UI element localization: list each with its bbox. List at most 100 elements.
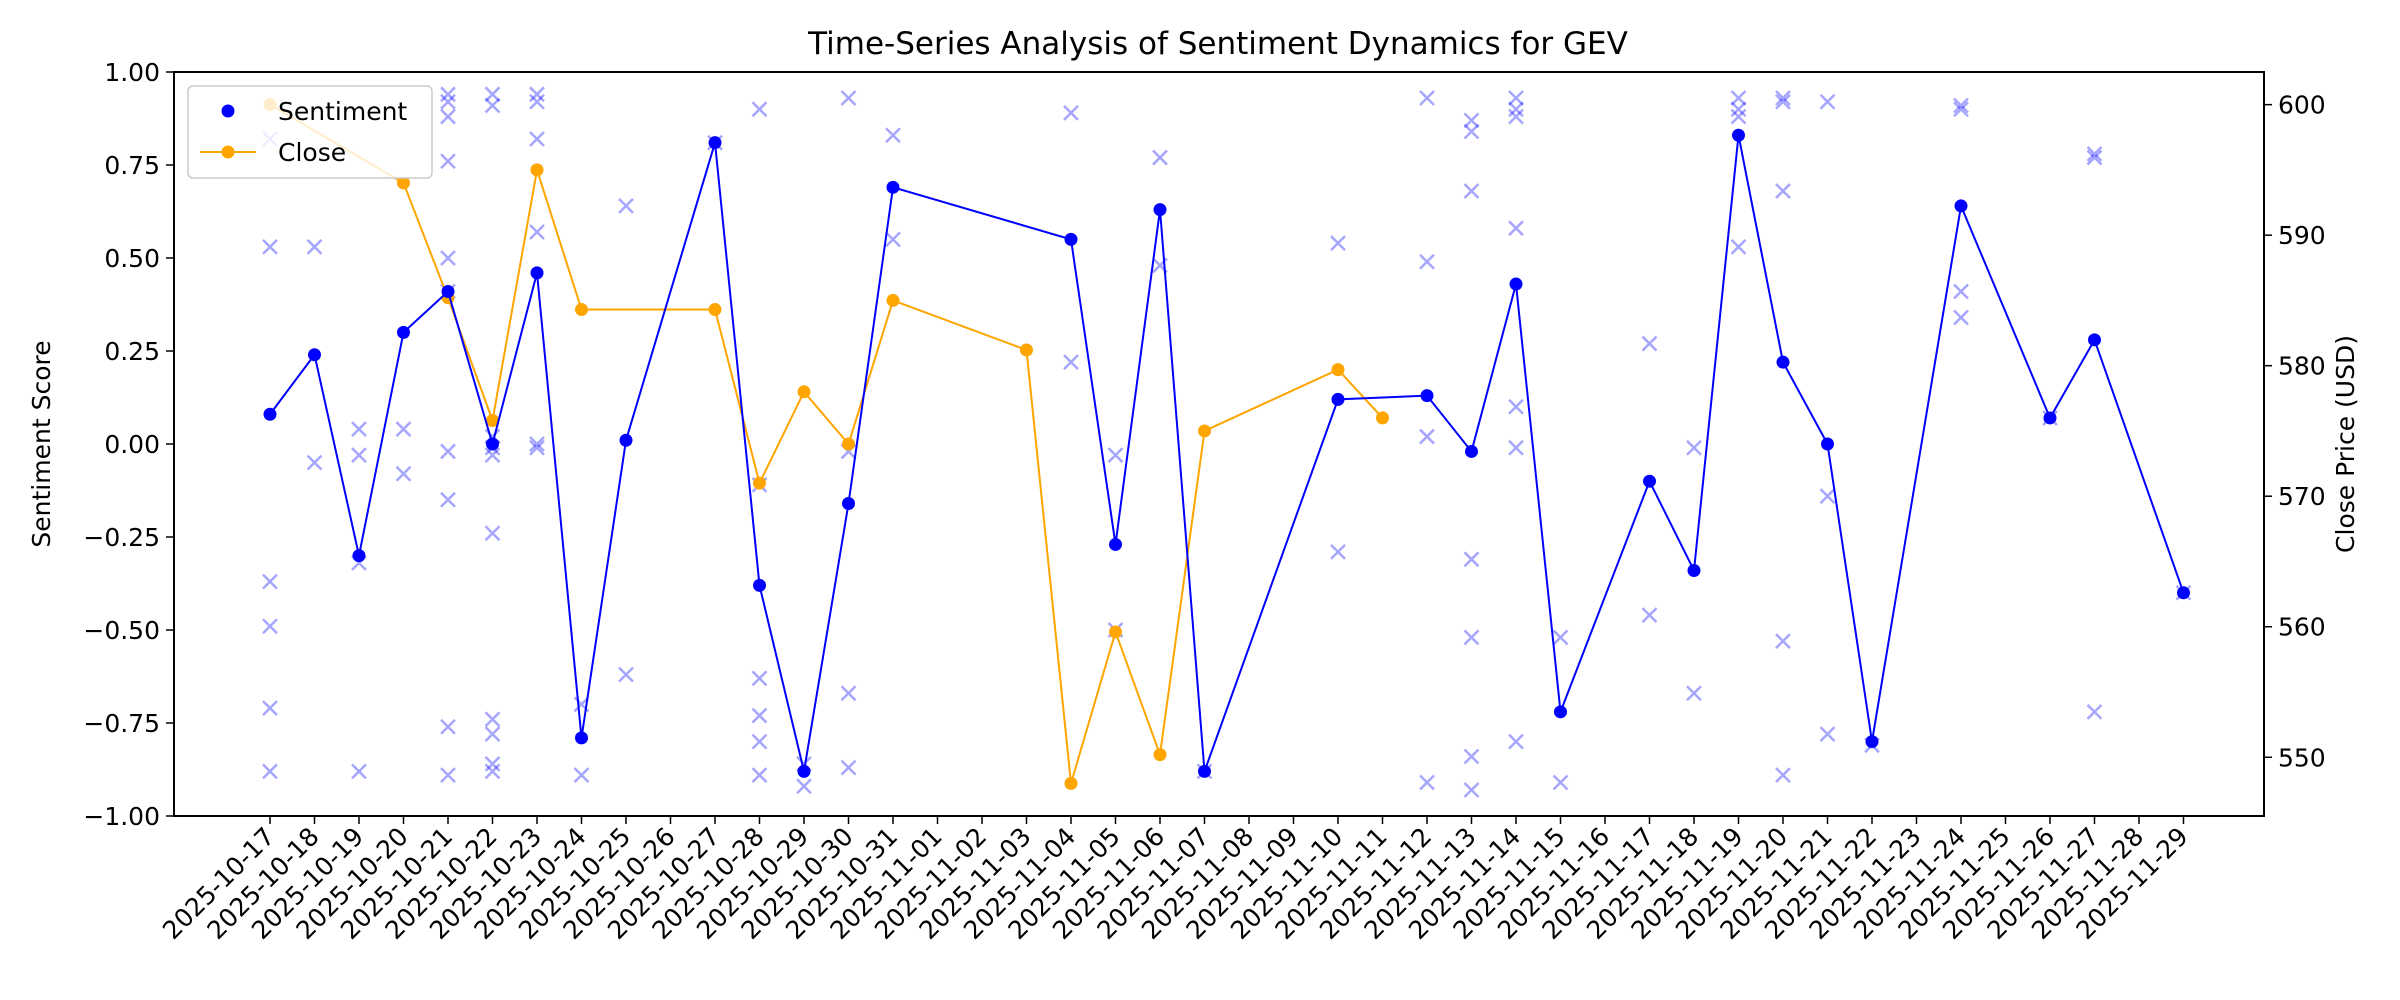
raw-sentiment-point bbox=[440, 108, 456, 125]
raw-sentiment-point bbox=[1508, 733, 1524, 750]
raw-sentiment-point bbox=[1686, 685, 1702, 702]
raw-sentiment-point bbox=[840, 90, 857, 106]
raw-sentiment-point bbox=[395, 465, 412, 482]
sentiment-point bbox=[575, 731, 588, 745]
raw-sentiment-point bbox=[484, 756, 501, 772]
raw-sentiment-point bbox=[440, 250, 456, 266]
sentiment-point bbox=[1643, 474, 1656, 488]
sentiment-point bbox=[441, 284, 455, 298]
raw-sentiment-point bbox=[885, 231, 901, 248]
close-line bbox=[269, 103, 1384, 784]
raw-sentiment-point bbox=[1463, 112, 1480, 129]
raw-sentiment-point bbox=[840, 685, 857, 702]
raw-sentiment-point bbox=[1641, 607, 1658, 624]
sentiment-point bbox=[842, 497, 855, 511]
raw-sentiment-point bbox=[484, 97, 501, 114]
sentiment-point bbox=[1821, 437, 1834, 451]
sentiment-point bbox=[1109, 537, 1122, 551]
raw-sentiment-point bbox=[1419, 774, 1435, 791]
sentiment-point bbox=[1064, 232, 1078, 246]
y-left-tick-label: 0.25 bbox=[104, 337, 160, 366]
sentiment-point bbox=[1153, 203, 1167, 217]
raw-sentiment-point bbox=[529, 224, 545, 240]
y-right-tick-label: 580 bbox=[2278, 352, 2326, 381]
close-point bbox=[1376, 411, 1389, 425]
raw-sentiment-point bbox=[484, 726, 501, 743]
raw-sentiment-point bbox=[484, 447, 501, 464]
raw-sentiment-point bbox=[1953, 283, 1969, 300]
raw-sentiment-point bbox=[351, 763, 367, 780]
sentiment-series bbox=[263, 128, 2190, 778]
raw-sentiment-point bbox=[1686, 439, 1702, 456]
raw-sentiment-point bbox=[1463, 123, 1480, 140]
sentiment-point bbox=[2043, 411, 2057, 425]
raw-sentiment-point bbox=[262, 618, 278, 635]
y-right-tick-label: 560 bbox=[2278, 613, 2326, 642]
raw-sentiment-point bbox=[751, 733, 768, 750]
sentiment-point bbox=[2177, 586, 2190, 600]
raw-sentiment-point bbox=[1419, 90, 1435, 106]
raw-sentiment-point bbox=[1953, 309, 1969, 326]
close-point bbox=[753, 476, 766, 490]
legend-close-marker bbox=[221, 145, 235, 159]
raw-sentiment-point bbox=[1508, 220, 1524, 237]
y-left-tick-label: 0.50 bbox=[104, 244, 160, 273]
legend-sentiment-label: Sentiment bbox=[278, 97, 407, 126]
sentiment-point bbox=[886, 180, 900, 194]
raw-sentiment-point bbox=[1730, 90, 1747, 106]
raw-sentiment-point bbox=[351, 421, 367, 438]
raw-sentiment-point bbox=[1463, 183, 1480, 199]
raw-sentiment-point bbox=[1063, 354, 1079, 371]
legend-close-label: Close bbox=[278, 138, 346, 167]
sentiment-point bbox=[1509, 277, 1523, 291]
raw-sentiment-point bbox=[1463, 748, 1480, 765]
raw-sentiment-point bbox=[1819, 488, 1836, 504]
raw-sentiment-point bbox=[1953, 97, 1969, 114]
raw-sentiment-point bbox=[618, 198, 634, 214]
raw-sentiment-point bbox=[751, 767, 768, 783]
y-left-tick-label: −0.50 bbox=[83, 616, 160, 645]
raw-sentiment-point bbox=[1552, 774, 1569, 791]
raw-sentiment-point bbox=[751, 670, 768, 687]
raw-sentiment-point bbox=[1330, 235, 1346, 252]
raw-sentiment-point bbox=[440, 153, 456, 170]
raw-sentiment-point bbox=[1775, 90, 1791, 106]
raw-sentiment-point bbox=[1508, 101, 1524, 118]
raw-sentiment-point bbox=[351, 447, 367, 464]
raw-sentiment-point bbox=[1819, 726, 1836, 743]
close-point bbox=[1331, 363, 1345, 377]
raw-sentiment-point bbox=[2086, 145, 2103, 162]
raw-sentiment-point bbox=[262, 700, 278, 717]
raw-sentiment-point bbox=[484, 763, 501, 780]
raw-sentiment-point bbox=[484, 86, 501, 103]
raw-sentiment-point bbox=[1730, 108, 1747, 125]
raw-sentiment-point bbox=[440, 767, 456, 783]
legend: Sentiment Close bbox=[187, 85, 433, 179]
raw-sentiment-markers bbox=[262, 86, 2192, 798]
raw-sentiment-point bbox=[1775, 767, 1791, 783]
raw-sentiment-point bbox=[529, 436, 545, 452]
raw-sentiment-point bbox=[1152, 149, 1168, 166]
raw-sentiment-point bbox=[529, 86, 545, 103]
raw-sentiment-point bbox=[1330, 543, 1346, 560]
y-left-tick-label: 0.00 bbox=[104, 430, 160, 459]
y-axis-label-left: Sentiment Score bbox=[27, 340, 56, 547]
y-left-tick-label: −0.25 bbox=[83, 523, 160, 552]
raw-sentiment-point bbox=[1730, 238, 1747, 255]
chart-title: Time-Series Analysis of Sentiment Dynami… bbox=[807, 26, 1628, 62]
raw-sentiment-point bbox=[1508, 439, 1524, 456]
raw-sentiment-point bbox=[1063, 105, 1079, 121]
sentiment-point bbox=[753, 578, 766, 592]
sentiment-point bbox=[263, 407, 277, 421]
sentiment-point bbox=[397, 325, 410, 339]
raw-sentiment-point bbox=[751, 707, 768, 724]
raw-sentiment-point bbox=[573, 767, 590, 783]
sentiment-point bbox=[708, 136, 722, 150]
raw-sentiment-point bbox=[484, 711, 501, 728]
raw-sentiment-point bbox=[440, 491, 456, 508]
y-left-tick-label: −1.00 bbox=[83, 802, 160, 831]
legend-box bbox=[187, 85, 433, 179]
raw-sentiment-point bbox=[529, 93, 545, 110]
close-point bbox=[708, 303, 722, 317]
sentiment-point bbox=[1331, 392, 1345, 406]
